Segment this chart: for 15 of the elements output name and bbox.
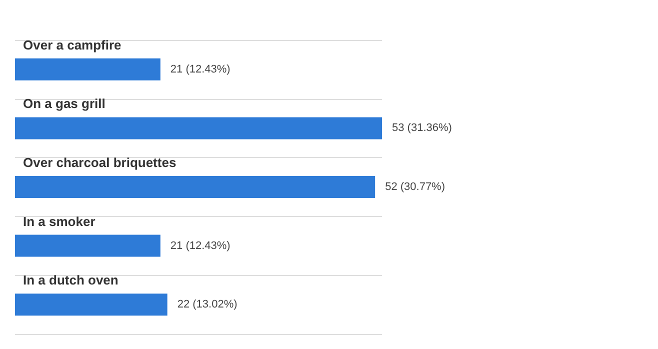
y-tick-label: On a gas grill bbox=[23, 96, 106, 112]
bar bbox=[15, 58, 160, 80]
bar bbox=[15, 176, 376, 198]
y-tick-label: Over a campfire bbox=[23, 37, 122, 52]
y-tick-label: Over charcoal briquettes bbox=[23, 155, 176, 170]
y-tick-label: In a dutch oven bbox=[23, 272, 118, 288]
data-label: 22 (13.02%) bbox=[177, 298, 238, 311]
y-tick-label: In a smoker bbox=[23, 214, 96, 229]
data-label: 21 (12.43%) bbox=[170, 240, 230, 252]
data-label: 52 (30.77%) bbox=[385, 181, 446, 193]
data-label: 21 (12.43%) bbox=[170, 63, 230, 76]
data-label: 53 (31.36%) bbox=[392, 122, 452, 134]
bar bbox=[15, 234, 160, 257]
bar bbox=[15, 294, 168, 316]
bar bbox=[15, 117, 382, 140]
